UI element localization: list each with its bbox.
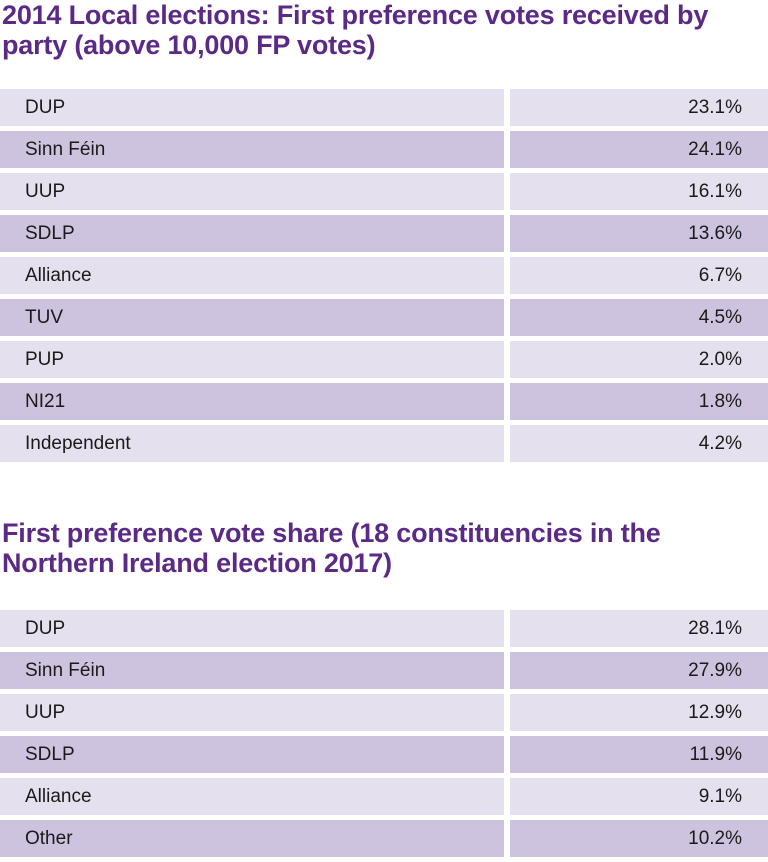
table-row: Sinn Féin 24.1% [0, 131, 768, 168]
local-elections-2014-title: 2014 Local elections: First preference v… [2, 0, 709, 60]
vote-share-cell: 16.1% [510, 173, 768, 210]
party-name-cell: Alliance [0, 257, 504, 294]
column-divider [504, 610, 510, 647]
party-name-cell: SDLP [0, 736, 504, 773]
table-row: Other 10.2% [0, 820, 768, 857]
party-name-cell: DUP [0, 89, 504, 126]
column-divider [504, 736, 510, 773]
party-name-cell: Sinn Féin [0, 131, 504, 168]
party-name-cell: Independent [0, 425, 504, 462]
party-name-cell: DUP [0, 610, 504, 647]
column-divider [504, 778, 510, 815]
vote-share-cell: 28.1% [510, 610, 768, 647]
vote-share-cell: 27.9% [510, 652, 768, 689]
table-row: DUP 23.1% [0, 89, 768, 126]
column-divider [504, 257, 510, 294]
table-row: Independent 4.2% [0, 425, 768, 462]
column-divider [504, 425, 510, 462]
party-name-cell: NI21 [0, 383, 504, 420]
vote-share-cell: 13.6% [510, 215, 768, 252]
ni-election-2017-title: First preference vote share (18 constitu… [2, 518, 661, 578]
party-name-cell: Sinn Féin [0, 652, 504, 689]
vote-share-cell: 4.2% [510, 425, 768, 462]
vote-share-cell: 23.1% [510, 89, 768, 126]
party-name-cell: UUP [0, 694, 504, 731]
vote-share-cell: 2.0% [510, 341, 768, 378]
vote-share-cell: 12.9% [510, 694, 768, 731]
column-divider [504, 694, 510, 731]
party-name-cell: PUP [0, 341, 504, 378]
column-divider [504, 173, 510, 210]
column-divider [504, 89, 510, 126]
vote-share-cell: 9.1% [510, 778, 768, 815]
table-row: Alliance 9.1% [0, 778, 768, 815]
ni-election-2017-table: DUP 28.1% Sinn Féin 27.9% UUP 12.9% SDLP 11.9% A… [0, 610, 768, 862]
column-divider [504, 820, 510, 857]
local-elections-2014-table: DUP 23.1% Sinn Féin 24.1% UUP 16.1% SDLP 13.6% A… [0, 89, 768, 467]
table-row: NI21 1.8% [0, 383, 768, 420]
table-row: SDLP 13.6% [0, 215, 768, 252]
column-divider [504, 652, 510, 689]
party-name-cell: TUV [0, 299, 504, 336]
table-row: DUP 28.1% [0, 610, 768, 647]
party-name-cell: Alliance [0, 778, 504, 815]
vote-share-cell: 4.5% [510, 299, 768, 336]
vote-share-cell: 6.7% [510, 257, 768, 294]
vote-share-cell: 1.8% [510, 383, 768, 420]
column-divider [504, 215, 510, 252]
column-divider [504, 131, 510, 168]
vote-share-cell: 24.1% [510, 131, 768, 168]
column-divider [504, 341, 510, 378]
table-row: UUP 16.1% [0, 173, 768, 210]
table-row: Alliance 6.7% [0, 257, 768, 294]
party-name-cell: Other [0, 820, 504, 857]
column-divider [504, 383, 510, 420]
vote-share-cell: 11.9% [510, 736, 768, 773]
table-row: TUV 4.5% [0, 299, 768, 336]
column-divider [504, 299, 510, 336]
party-name-cell: UUP [0, 173, 504, 210]
table-row: SDLP 11.9% [0, 736, 768, 773]
table-row: Sinn Féin 27.9% [0, 652, 768, 689]
table-row: PUP 2.0% [0, 341, 768, 378]
table-row: UUP 12.9% [0, 694, 768, 731]
vote-share-cell: 10.2% [510, 820, 768, 857]
party-name-cell: SDLP [0, 215, 504, 252]
